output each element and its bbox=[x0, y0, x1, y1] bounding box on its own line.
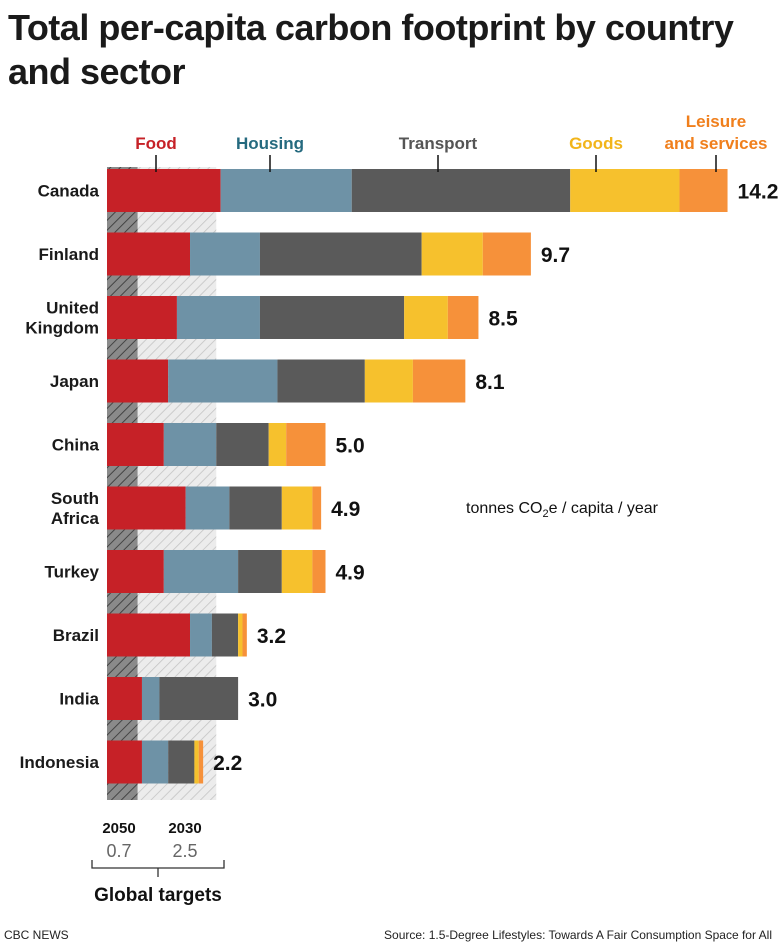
legend-label-goods: Goods bbox=[569, 134, 623, 153]
category-label: South Africa bbox=[51, 489, 100, 528]
bar-segment-goods bbox=[268, 423, 287, 466]
bar-segment-goods bbox=[281, 550, 313, 593]
bar-segment-transport bbox=[238, 550, 282, 593]
unit-label: tonnes CO2e / capita / year bbox=[466, 500, 659, 520]
bar-segment-food bbox=[107, 296, 177, 339]
bar-segment-food bbox=[107, 550, 164, 593]
bar-segment-transport bbox=[277, 359, 365, 403]
bar-segment-transport bbox=[229, 486, 282, 530]
bar-segment-goods bbox=[421, 232, 483, 276]
bar-segment-transport bbox=[216, 423, 269, 466]
total-value-label: 8.1 bbox=[475, 371, 505, 394]
bar-segment-leisure-and-services bbox=[242, 613, 247, 657]
category-label: Japan bbox=[50, 372, 99, 391]
total-value-label: 4.9 bbox=[331, 498, 360, 521]
labels: 14.2 Canada 9.7 Finland 8.5 United Kingdom 8.1 J… bbox=[20, 181, 779, 776]
bar-segment-housing bbox=[163, 423, 217, 466]
category-label: United Kingdom bbox=[25, 299, 99, 338]
bar-segment-food bbox=[107, 613, 191, 657]
bar-segment-leisure-and-services bbox=[482, 232, 531, 276]
bar-segment-goods bbox=[570, 169, 680, 212]
bar-segment-food bbox=[107, 486, 186, 530]
category-label: Indonesia bbox=[20, 753, 100, 772]
bar-segment-goods bbox=[194, 740, 199, 784]
bar-segment-transport bbox=[159, 677, 239, 720]
global-targets-title: Global targets bbox=[94, 885, 222, 906]
bar-segment-food bbox=[107, 423, 164, 466]
bar-segment-housing bbox=[141, 740, 169, 784]
chart-title: Total per-capita carbon footprint by cou… bbox=[8, 7, 734, 92]
bar-segment-housing bbox=[220, 169, 352, 212]
bar-segment-transport bbox=[259, 232, 422, 276]
global-targets: 2050 0.7 2030 2.5 Global targets bbox=[91, 820, 225, 906]
bar-segment-housing bbox=[185, 486, 230, 530]
legend-label-housing: Housing bbox=[236, 134, 304, 153]
target-value-2030: 2.5 bbox=[172, 841, 197, 861]
total-value-label: 2.2 bbox=[213, 752, 242, 775]
bar-segment-goods bbox=[238, 613, 243, 657]
bar-segment-leisure-and-services bbox=[286, 423, 326, 466]
bar-segment-housing bbox=[141, 677, 160, 720]
total-value-label: 4.9 bbox=[336, 562, 365, 585]
bar-segment-housing bbox=[190, 232, 260, 276]
bar-segment-housing bbox=[168, 359, 278, 403]
legend-label-leisure-and-services: Leisure and services bbox=[664, 112, 767, 153]
bar-segment-leisure-and-services bbox=[412, 359, 466, 403]
target-value-2050: 0.7 bbox=[106, 841, 131, 861]
bar-segment-leisure-and-services bbox=[312, 550, 326, 593]
total-value-label: 8.5 bbox=[488, 308, 518, 331]
total-value-label: 3.2 bbox=[257, 625, 286, 648]
bar-segment-leisure-and-services bbox=[312, 486, 322, 530]
bar-segment-housing bbox=[176, 296, 260, 339]
bar-segment-goods bbox=[364, 359, 413, 403]
target-year-2050: 2050 bbox=[102, 820, 135, 837]
source-text: Source: 1.5-Degree Lifestyles: Towards A… bbox=[384, 928, 772, 942]
category-label: Canada bbox=[38, 182, 100, 201]
bar-segment-transport bbox=[351, 169, 571, 212]
bar-segment-housing bbox=[163, 550, 239, 593]
legend-label-food: Food bbox=[135, 134, 177, 153]
category-label: India bbox=[59, 690, 99, 709]
bar-segment-food bbox=[107, 740, 142, 784]
credit-text: CBC NEWS bbox=[4, 928, 69, 942]
bar-segment-food bbox=[107, 677, 142, 720]
category-label: Turkey bbox=[45, 563, 100, 582]
bar-segment-food bbox=[107, 232, 191, 276]
target-bracket bbox=[91, 860, 225, 869]
bar-segment-food bbox=[107, 359, 169, 403]
bar-segment-transport bbox=[259, 296, 405, 339]
category-label: Finland bbox=[39, 245, 99, 264]
bar-segment-transport bbox=[168, 740, 195, 784]
target-year-2030: 2030 bbox=[168, 820, 201, 837]
bar-segment-transport bbox=[211, 613, 239, 657]
bars bbox=[107, 169, 728, 784]
bar-segment-leisure-and-services bbox=[679, 169, 728, 212]
legend-label-transport: Transport bbox=[399, 134, 478, 153]
total-value-label: 14.2 bbox=[738, 181, 779, 204]
category-label: China bbox=[52, 436, 100, 455]
bar-segment-leisure-and-services bbox=[198, 740, 204, 784]
total-value-label: 9.7 bbox=[541, 244, 570, 267]
bar-segment-goods bbox=[281, 486, 313, 530]
category-label: Brazil bbox=[53, 626, 99, 645]
total-value-label: 3.0 bbox=[248, 689, 277, 712]
bar-segment-food bbox=[107, 169, 221, 212]
total-value-label: 5.0 bbox=[336, 435, 365, 458]
bar-segment-goods bbox=[404, 296, 448, 339]
legend: Food Housing Transport Goods Leisure and serv… bbox=[135, 112, 768, 172]
bar-segment-leisure-and-services bbox=[447, 296, 479, 339]
bar-segment-housing bbox=[190, 613, 212, 657]
